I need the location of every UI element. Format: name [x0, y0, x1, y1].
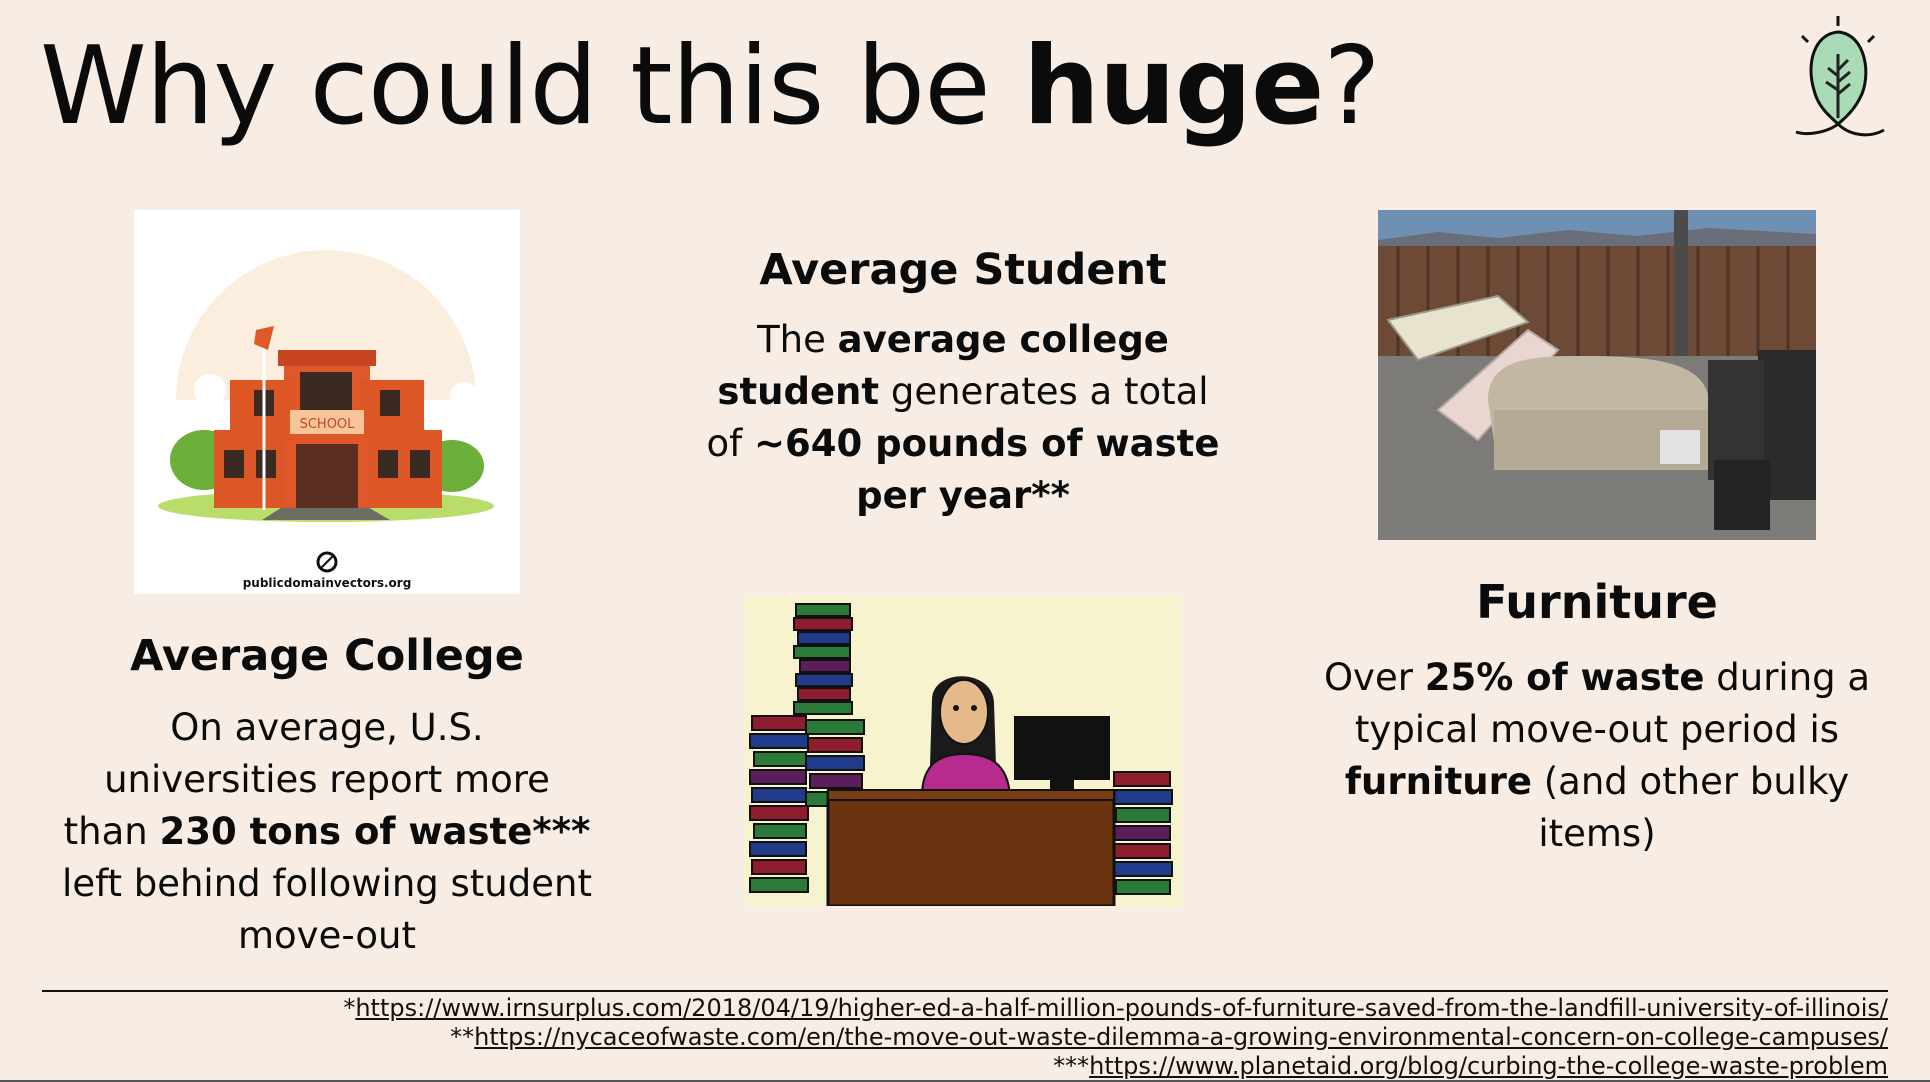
title-punctuation: ?: [1323, 24, 1380, 149]
college-heading: Average College: [130, 631, 524, 681]
reference-link-2[interactable]: https://nycaceofwaste.com/en/the-move-ou…: [474, 1023, 1888, 1051]
reference-link-3[interactable]: https://www.planetaid.org/blog/curbing-t…: [1089, 1052, 1888, 1080]
student-heading: Average Student: [759, 245, 1167, 295]
public-domain-icon: [316, 551, 338, 573]
slide-title: Why could this be huge?: [40, 22, 1381, 152]
furniture-heading: Furniture: [1476, 575, 1718, 629]
furniture-description: Over 25% of waste during a typical move-…: [1323, 656, 1871, 855]
school-image: SCHOOL publicdomainvectors.org: [134, 210, 520, 594]
slide-bottom-border: [0, 1080, 1930, 1082]
leaf-logo-icon: [1795, 16, 1885, 137]
references-divider: [42, 990, 1888, 992]
title-emphasis: huge: [1023, 24, 1324, 149]
title-text: Why could this be: [40, 24, 1024, 149]
student-desk-illustration: [749, 603, 1173, 908]
references: *https://www.irnsurplus.com/2018/04/19/h…: [343, 994, 1888, 1081]
image-credit: publicdomainvectors.org: [243, 576, 412, 590]
student-description: The average college student generates a …: [706, 318, 1220, 517]
college-description: On average, U.S. universities report mor…: [62, 706, 592, 957]
reference-link-1[interactable]: https://www.irnsurplus.com/2018/04/19/hi…: [355, 994, 1888, 1022]
reference-3: ***https://www.planetaid.org/blog/curbin…: [1053, 1052, 1888, 1080]
furniture-photo: [1378, 210, 1816, 540]
student-desk-image: [744, 596, 1182, 908]
reference-2: **https://nycaceofwaste.com/en/the-move-…: [450, 1023, 1888, 1051]
furniture-illustration: [1378, 210, 1816, 540]
reference-1: *https://www.irnsurplus.com/2018/04/19/h…: [343, 994, 1888, 1022]
school-sign-text: SCHOOL: [300, 417, 356, 432]
school-illustration: SCHOOL publicdomainvectors.org: [158, 250, 494, 590]
